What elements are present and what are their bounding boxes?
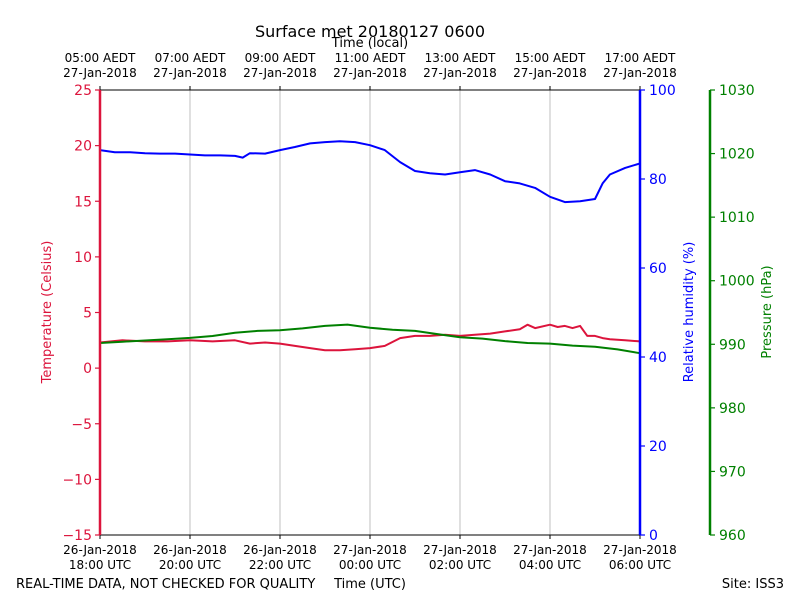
x-top-tick-label-date: 27-Jan-2018 — [513, 66, 587, 80]
site-label: Site: ISS3 — [722, 577, 784, 592]
pressure-tick-label: 990 — [719, 337, 746, 353]
temperature-tick-label: 20 — [74, 139, 92, 155]
x-top-tick-label-date: 27-Jan-2018 — [333, 66, 407, 80]
pressure-tick-label: 1030 — [719, 83, 755, 99]
grid-layer — [189, 90, 551, 535]
temperature-tick-label: −15 — [62, 528, 92, 544]
quality-disclaimer: REAL-TIME DATA, NOT CHECKED FOR QUALITY — [16, 577, 315, 592]
x-tick-label-utc: 06:00 UTC — [609, 558, 671, 572]
humidity-tick-label: 20 — [649, 439, 667, 455]
bottom-axis-label: Time (UTC) — [333, 577, 406, 592]
pressure-tick-label: 980 — [719, 401, 746, 417]
x-top-tick-label-time: 17:00 AEDT — [605, 51, 676, 65]
humidity-tick-label: 80 — [649, 172, 667, 188]
pressure-tick-label: 1000 — [719, 274, 755, 290]
x-top-tick-label-time: 15:00 AEDT — [515, 51, 586, 65]
x-tick-label-date: 27-Jan-2018 — [423, 543, 497, 557]
x-top-tick-label-date: 27-Jan-2018 — [603, 66, 677, 80]
x-tick-label-date: 26-Jan-2018 — [153, 543, 227, 557]
x-tick-label-utc: 00:00 UTC — [339, 558, 401, 572]
temperature-tick-label: 10 — [74, 250, 92, 266]
pressure-tick-label: 1020 — [719, 147, 755, 163]
x-tick-label-date: 27-Jan-2018 — [603, 543, 677, 557]
chart-title: Surface met 20180127 0600 — [255, 22, 485, 41]
humidity-axis-label: Relative humidity (%) — [682, 242, 697, 383]
temperature-tick-label: −5 — [71, 417, 92, 433]
x-tick-label-utc: 02:00 UTC — [429, 558, 491, 572]
humidity-tick-label: 60 — [649, 261, 667, 277]
temperature-series-line — [99, 323, 641, 352]
x-tick-label-date: 27-Jan-2018 — [333, 543, 407, 557]
temperature-axis-label: Temperature (Celsius) — [40, 241, 55, 385]
temperature-tick-label: 0 — [83, 361, 92, 377]
x-tick-label-date: 26-Jan-2018 — [63, 543, 137, 557]
x-top-tick-label-date: 27-Jan-2018 — [153, 66, 227, 80]
x-top-tick-label-date: 27-Jan-2018 — [423, 66, 497, 80]
pressure-series-line — [99, 323, 641, 355]
x-top-tick-label-time: 13:00 AEDT — [425, 51, 496, 65]
x-top-tick-label-time: 05:00 AEDT — [65, 51, 136, 65]
pressure-tick-label: 970 — [719, 464, 746, 480]
temperature-tick-label: −10 — [62, 472, 92, 488]
x-top-tick-label-time: 11:00 AEDT — [335, 51, 406, 65]
pressure-axis-label: Pressure (hPa) — [760, 265, 775, 358]
x-tick-label-date: 27-Jan-2018 — [513, 543, 587, 557]
top-axis-label: Time (local) — [331, 36, 408, 51]
humidity-tick-label: 40 — [649, 350, 667, 366]
x-top-tick-label-time: 09:00 AEDT — [245, 51, 316, 65]
temperature-tick-label: 15 — [74, 194, 92, 210]
temperature-tick-label: 25 — [74, 83, 92, 99]
pressure-tick-label: 960 — [719, 528, 746, 544]
x-top-tick-label-date: 27-Jan-2018 — [63, 66, 137, 80]
x-tick-label-utc: 22:00 UTC — [249, 558, 311, 572]
humidity-series-line — [99, 140, 641, 204]
humidity-tick-label: 100 — [649, 83, 676, 99]
x-tick-label-date: 26-Jan-2018 — [243, 543, 317, 557]
x-tick-label-utc: 18:00 UTC — [69, 558, 131, 572]
series-layer — [99, 140, 641, 355]
x-top-tick-label-date: 27-Jan-2018 — [243, 66, 317, 80]
temperature-tick-label: 5 — [83, 306, 92, 322]
pressure-tick-label: 1010 — [719, 210, 755, 226]
humidity-tick-label: 0 — [649, 528, 658, 544]
x-tick-label-utc: 04:00 UTC — [519, 558, 581, 572]
x-tick-label-utc: 20:00 UTC — [159, 558, 221, 572]
x-top-tick-label-time: 07:00 AEDT — [155, 51, 226, 65]
